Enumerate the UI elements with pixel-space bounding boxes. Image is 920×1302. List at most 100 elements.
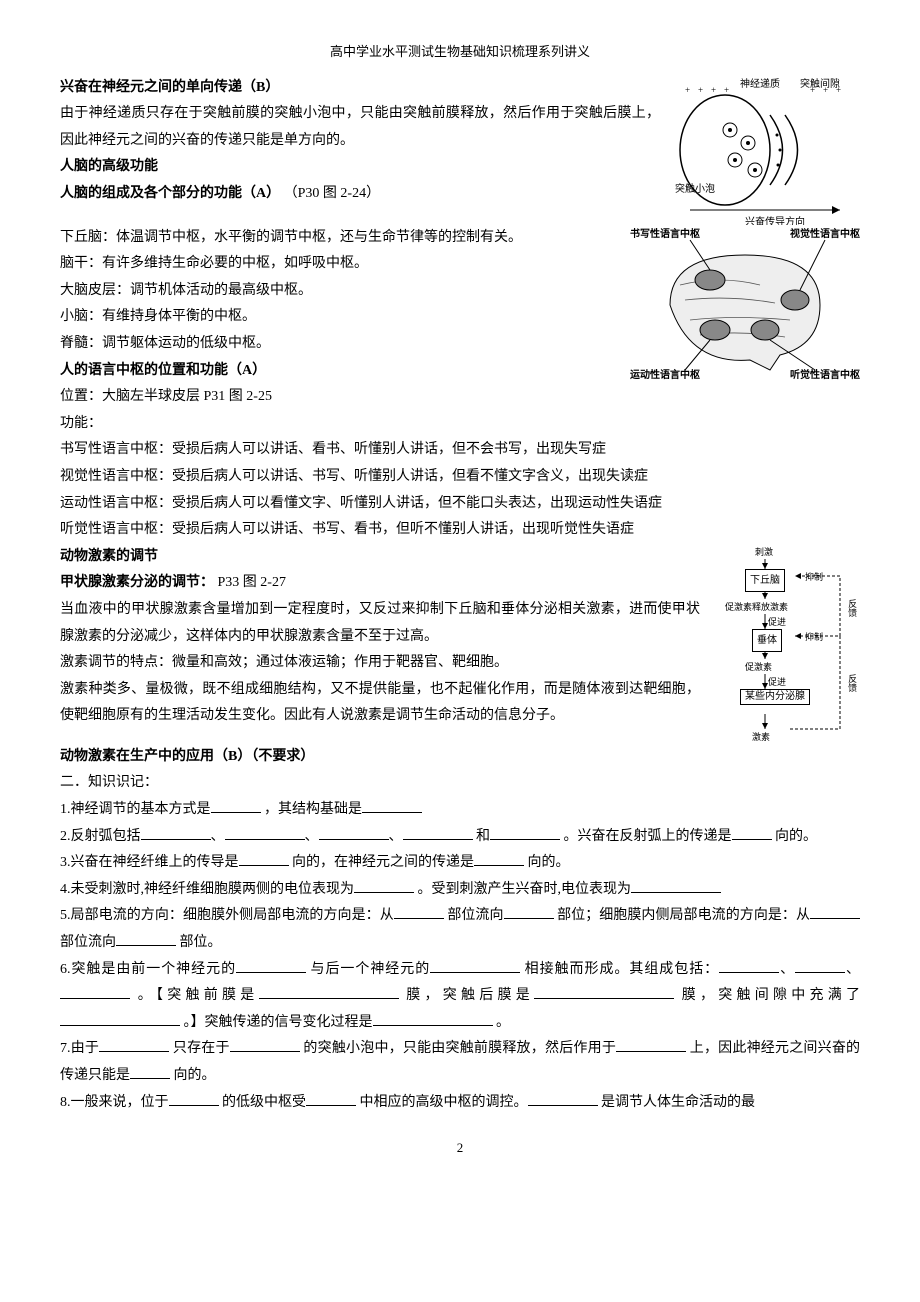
page-number: 2 [60,1136,860,1161]
quiz-header: 二．知识识记： [60,770,860,797]
q6e: 膜，突触后膜是 [406,988,534,1003]
q8c: 中相应的高级中枢的调控。 [360,1095,528,1110]
flow-promote-2: 促进 [768,674,786,691]
blank[interactable] [373,1011,493,1026]
flow-inhibit-2: 抑制 [805,629,823,646]
blank[interactable] [403,825,473,840]
brain-diagram: 书写性语言中枢 视觉性语言中枢 运动性语言中枢 听觉性语言中枢 [630,225,860,385]
quiz-2: 2.反射弧包括、、、 和 。兴奋在反射弧上的传递是 向的。 [60,824,860,851]
loc-line: 位置：大脑左半球皮层 P31 图 2-25 [60,384,860,411]
brain-label-tr: 视觉性语言中枢 [790,225,860,244]
blank[interactable] [130,1064,170,1079]
q3b: 向的，在神经元之间的传递是 [292,855,474,870]
blank[interactable] [490,825,560,840]
svg-text:+: + [724,85,729,95]
svg-text:+: + [711,85,716,95]
blank[interactable] [354,878,414,893]
flow-promote-1: 促进 [768,614,786,631]
synapse-label-1: 神经递质 [740,75,780,94]
section4-title: 动物激素在生产中的应用（B）（不要求） [60,744,860,771]
synapse-label-3: 突触小泡 [675,180,715,199]
blank[interactable] [236,958,306,973]
blank[interactable] [116,931,176,946]
section3-sub-ref: P33 图 2-27 [218,575,286,590]
page-header: 高中学业水平测试生物基础知识梳理系列讲义 [60,40,860,65]
blank[interactable] [99,1037,169,1052]
q6g: 。】突触传递的信号变化过程是 [184,1015,373,1030]
quiz-7: 7.由于 只存在于 的突触小泡中，只能由突触前膜释放，然后作用于 上，因此神经元… [60,1036,860,1089]
q2c: 。兴奋在反射弧上的传递是 [564,829,732,844]
q2d: 向的。 [775,829,817,844]
blank[interactable] [319,825,389,840]
section2-sub1-ref: （P30 图 2-24） [284,186,380,201]
q8b: 的低级中枢受 [222,1095,306,1110]
blank[interactable] [306,1091,356,1106]
svg-text:+: + [685,85,690,95]
flow-b1: 下丘脑 [745,569,785,592]
synapse-label-2: 突触间隙 [800,75,840,94]
flow-b3: 垂体 [752,629,782,652]
blank[interactable] [430,958,520,973]
brain-label-tl: 书写性语言中枢 [630,225,700,244]
section3-sub-title: 甲状腺激素分泌的调节： [60,575,214,590]
q6c: 相接触而形成。其组成包括： [525,962,720,977]
flow-inhibit-1: 抑制 [805,569,823,586]
blank[interactable] [211,798,261,813]
quiz-3: 3.兴奋在神经纤维上的传导是 向的，在神经元之间的传递是 向的。 [60,850,860,877]
blank[interactable] [504,904,554,919]
brain-label-bl: 运动性语言中枢 [630,366,700,385]
blank[interactable] [534,984,674,999]
q3a: 3.兴奋在神经纤维上的传导是 [60,855,239,870]
q4a: 4.未受刺激时,神经纤维细胞膜两侧的电位表现为 [60,882,354,897]
q1a: 1.神经调节的基本方式是 [60,802,211,817]
blank[interactable] [528,1091,598,1106]
blank[interactable] [795,958,845,973]
q7a: 7.由于 [60,1041,99,1056]
flow-b5: 某些内分泌腺 [740,689,810,705]
q5a: 5.局部电流的方向：细胞膜外侧局部电流的方向是：从 [60,908,394,923]
blank[interactable] [732,825,772,840]
blank[interactable] [169,1091,219,1106]
blank[interactable] [60,984,130,999]
synapse-diagram: ++++ +++ 神经递质 突触间隙 突触小泡 兴奋传导方向 [670,75,860,225]
func-1: 视觉性语言中枢：受损后病人可以讲话、书写、听懂别人讲话，但看不懂文字含义，出现失… [60,464,860,491]
quiz-5: 5.局部电流的方向：细胞膜外侧局部电流的方向是：从 部位流向 部位；细胞膜内侧局… [60,903,860,956]
q1b: ，其结构基础是 [264,802,362,817]
q8d: 是调节人体生命活动的最 [601,1095,755,1110]
blank[interactable] [719,958,779,973]
q6h: 。 [496,1015,510,1030]
q5e: 部位。 [180,935,222,950]
func-2: 运动性语言中枢：受损后病人可以看懂文字、听懂别人讲话，但不能口头表达，出现运动性… [60,491,860,518]
blank[interactable] [810,904,860,919]
blank[interactable] [239,851,289,866]
flow-b0: 刺激 [755,544,773,561]
q6f: 膜，突触间隙中充满了 [682,988,860,1003]
blank[interactable] [141,825,211,840]
blank[interactable] [362,798,422,813]
blank[interactable] [230,1037,300,1052]
flow-b6: 激素 [752,729,770,746]
func-3: 听觉性语言中枢：受损后病人可以讲话、书写、看书，但听不懂别人讲话，出现听觉性失语… [60,517,860,544]
blank[interactable] [394,904,444,919]
brain-label-br: 听觉性语言中枢 [790,366,860,385]
q7b: 只存在于 [173,1041,230,1056]
quiz-1: 1.神经调节的基本方式是 ，其结构基础是 [60,797,860,824]
q5c: 部位；细胞膜内侧局部电流的方向是：从 [557,908,810,923]
q4b: 。受到刺激产生兴奋时,电位表现为 [418,882,632,897]
quiz-4: 4.未受刺激时,神经纤维细胞膜两侧的电位表现为 。受到刺激产生兴奋时,电位表现为 [60,877,860,904]
blank[interactable] [474,851,524,866]
blank[interactable] [225,825,305,840]
q7e: 向的。 [174,1068,216,1083]
q3c: 向的。 [528,855,570,870]
section2-sub1-title: 人脑的组成及各个部分的功能（A） [60,186,280,201]
blank[interactable] [259,984,399,999]
blank[interactable] [631,878,721,893]
quiz-8: 8.一般来说，位于 的低级中枢受 中相应的高级中枢的调控。 是调节人体生命活动的… [60,1090,860,1117]
blank[interactable] [616,1037,686,1052]
blank[interactable] [60,1011,180,1026]
q2b: 和 [476,829,490,844]
q7c: 的突触小泡中，只能由突触前膜释放，然后作用于 [303,1041,616,1056]
func-label: 功能： [60,411,860,438]
q5d: 部位流向 [60,935,116,950]
q5b: 部位流向 [447,908,503,923]
